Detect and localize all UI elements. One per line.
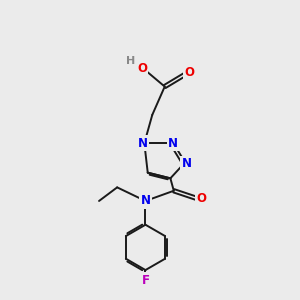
Text: N: N: [168, 137, 178, 150]
Text: O: O: [196, 192, 206, 205]
Text: H: H: [126, 56, 135, 65]
Text: F: F: [142, 274, 149, 287]
Text: N: N: [140, 194, 151, 208]
Text: O: O: [137, 62, 147, 75]
Text: N: N: [137, 137, 148, 150]
Text: N: N: [182, 157, 192, 170]
Text: O: O: [184, 67, 195, 80]
